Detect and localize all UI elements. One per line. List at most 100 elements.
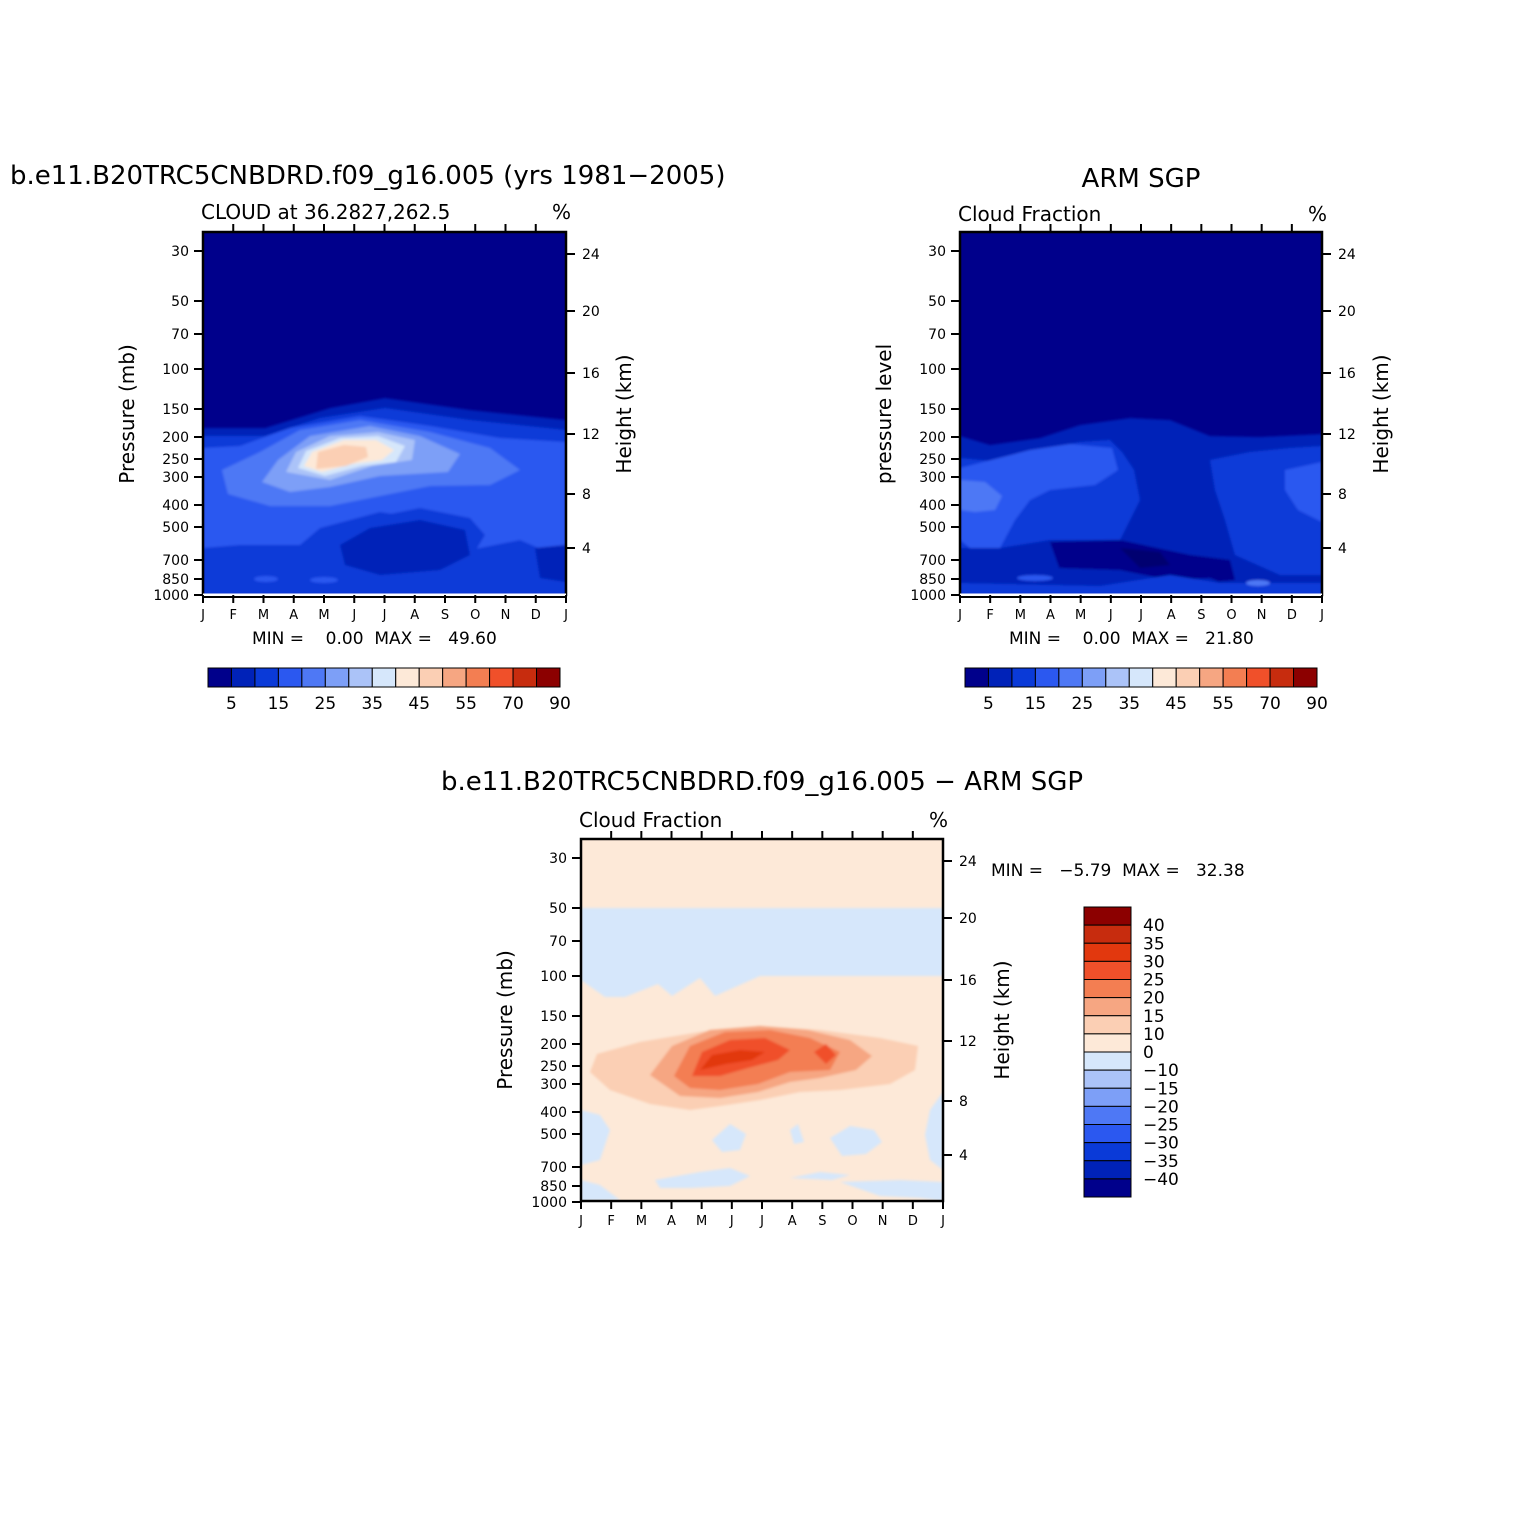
colorbar-swatch xyxy=(1011,667,1036,688)
y-right-tick-label: 8 xyxy=(959,1094,968,1110)
colorbar-swatch xyxy=(1083,1069,1132,1089)
colorbar-label: 70 xyxy=(1259,694,1281,714)
x-tick-label: J xyxy=(351,608,356,623)
colorbar-swatch xyxy=(1246,667,1271,688)
y-tick-label: 100 xyxy=(919,362,946,378)
x-tick-label: M xyxy=(696,1214,707,1229)
colorbar-label: 20 xyxy=(1143,989,1165,1009)
x-tick-label: M xyxy=(636,1214,647,1229)
y-right-tick-label: 24 xyxy=(1338,247,1356,263)
y-tick-label: 300 xyxy=(162,470,189,486)
panel-subtitle: Cloud Fraction xyxy=(579,808,722,832)
colorbar-swatch xyxy=(489,667,514,688)
x-tick-label: J xyxy=(563,608,568,623)
colorbar-label: 10 xyxy=(1143,1025,1165,1045)
y-tick-label: 100 xyxy=(540,969,567,985)
colorbar-label: 15 xyxy=(1143,1007,1165,1027)
panel-obs: ARM SGP Cloud Fraction % J F M A M J J A xyxy=(872,164,1393,714)
y-tick-label: 200 xyxy=(540,1037,567,1053)
colorbar-label: 35 xyxy=(1118,694,1140,714)
y-tick-label: 700 xyxy=(919,553,946,569)
colorbar-swatch xyxy=(1083,960,1132,980)
y-right-tick-label: 4 xyxy=(582,541,591,557)
y-tick-label: 200 xyxy=(162,430,189,446)
colorbar-swatch xyxy=(277,667,303,688)
colorbar-swatch xyxy=(512,667,538,688)
y-tick-label: 400 xyxy=(919,498,946,514)
colorbar-swatch xyxy=(442,667,467,688)
colorbar-swatch xyxy=(536,667,561,688)
x-tick-label: J xyxy=(1108,608,1113,623)
colorbar-swatch xyxy=(1083,1160,1132,1180)
y-right-tick-label: 16 xyxy=(959,973,977,989)
y-tick-label: 700 xyxy=(162,553,189,569)
y-tick-label: 70 xyxy=(171,327,189,343)
y-axis-label-right: Height (km) xyxy=(1369,354,1393,473)
y-axis-label: Pressure (mb) xyxy=(115,344,139,484)
x-tick-label: J xyxy=(200,608,205,623)
x-tick-label: S xyxy=(818,1214,826,1229)
colorbar-label: −20 xyxy=(1143,1097,1179,1117)
x-tick-label: A xyxy=(788,1214,797,1229)
colorbar-label: 45 xyxy=(1165,694,1187,714)
x-tick-label: N xyxy=(1257,608,1267,623)
colorbar-label: −25 xyxy=(1143,1116,1179,1136)
y-right-tick-label: 8 xyxy=(582,487,591,503)
units-label: % xyxy=(1308,202,1327,226)
y-tick-label: 50 xyxy=(549,901,567,917)
x-tick-label: J xyxy=(759,1214,764,1229)
y-right-tick-label: 12 xyxy=(1338,427,1356,443)
y-tick-label: 150 xyxy=(919,402,946,418)
y-right-tick-label: 24 xyxy=(582,247,600,263)
x-tick-label: J xyxy=(940,1214,945,1229)
axes: J F M A M J J A S O N D J 30 50 70 100 150 200 250 300 400 500… xyxy=(531,831,977,1229)
contour-field xyxy=(581,839,943,1201)
colorbar-label: 40 xyxy=(1143,916,1165,936)
colorbar-swatch xyxy=(1083,906,1132,926)
x-tick-label: A xyxy=(1167,608,1176,623)
colorbar-label: −40 xyxy=(1143,1170,1179,1190)
y-tick-label: 1000 xyxy=(910,588,946,604)
colorbar-label: 35 xyxy=(361,694,383,714)
colorbar-label: 55 xyxy=(1212,694,1234,714)
colorbar-swatch xyxy=(1083,1178,1132,1198)
x-tick-label: N xyxy=(501,608,511,623)
contour-field xyxy=(203,232,566,595)
stats-label: MIN = −5.79 MAX = 32.38 xyxy=(991,861,1245,881)
panel-title: b.e11.B20TRC5CNBDRD.f09_g16.005 − ARM SG… xyxy=(441,767,1083,797)
colorbar-swatch xyxy=(207,667,232,688)
colorbar-label: 90 xyxy=(1306,694,1328,714)
colorbar-label: 30 xyxy=(1143,952,1165,972)
colorbar-swatch xyxy=(1083,979,1132,999)
colorbar-swatch xyxy=(1222,667,1248,688)
y-right-tick-label: 8 xyxy=(1338,487,1347,503)
x-tick-label: A xyxy=(667,1214,676,1229)
panel-model: b.e11.B20TRC5CNBDRD.f09_g16.005 (yrs 198… xyxy=(10,161,725,714)
x-tick-label: A xyxy=(410,608,419,623)
colorbar-label: 15 xyxy=(1025,694,1047,714)
x-tick-label: M xyxy=(1015,608,1026,623)
x-tick-label: D xyxy=(908,1214,918,1229)
axes: J F M A M J J A S O N D J 30 50 70 100 150 200 250 300 400 500… xyxy=(153,224,600,623)
x-tick-label: F xyxy=(230,608,237,623)
colorbar-swatch xyxy=(1128,667,1154,688)
y-tick-label: 700 xyxy=(540,1160,567,1176)
y-right-tick-label: 20 xyxy=(582,304,600,320)
y-tick-label: 250 xyxy=(540,1059,567,1075)
panel-title: ARM SGP xyxy=(1082,164,1201,194)
y-tick-label: 400 xyxy=(540,1105,567,1121)
colorbar-swatch xyxy=(254,667,279,688)
colorbar-swatch xyxy=(1058,667,1083,688)
colorbar-label: 0 xyxy=(1143,1043,1154,1063)
x-tick-label: O xyxy=(470,608,480,623)
y-tick-label: 70 xyxy=(549,934,567,950)
colorbar-swatch xyxy=(465,667,491,688)
x-tick-label: F xyxy=(986,608,993,623)
y-tick-label: 1000 xyxy=(153,588,189,604)
y-tick-label: 50 xyxy=(171,294,189,310)
colorbar-label: 55 xyxy=(455,694,477,714)
y-tick-label: 400 xyxy=(162,498,189,514)
colorbar-swatch xyxy=(1083,924,1132,944)
y-right-tick-label: 4 xyxy=(1338,541,1347,557)
colorbar-swatch xyxy=(964,667,989,688)
